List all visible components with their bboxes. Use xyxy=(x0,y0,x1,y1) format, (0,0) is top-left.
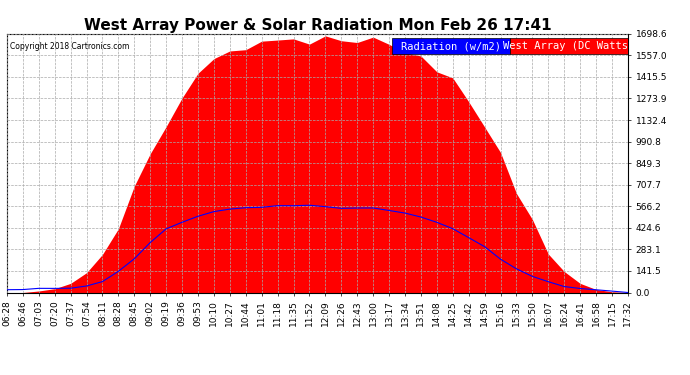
Title: West Array Power & Solar Radiation Mon Feb 26 17:41: West Array Power & Solar Radiation Mon F… xyxy=(83,18,551,33)
Text: Radiation (w/m2): Radiation (w/m2) xyxy=(401,41,501,51)
Text: Copyright 2018 Cartronics.com: Copyright 2018 Cartronics.com xyxy=(10,42,130,51)
FancyBboxPatch shape xyxy=(392,38,510,54)
Text: West Array (DC Watts): West Array (DC Watts) xyxy=(503,41,635,51)
FancyBboxPatch shape xyxy=(510,38,628,54)
